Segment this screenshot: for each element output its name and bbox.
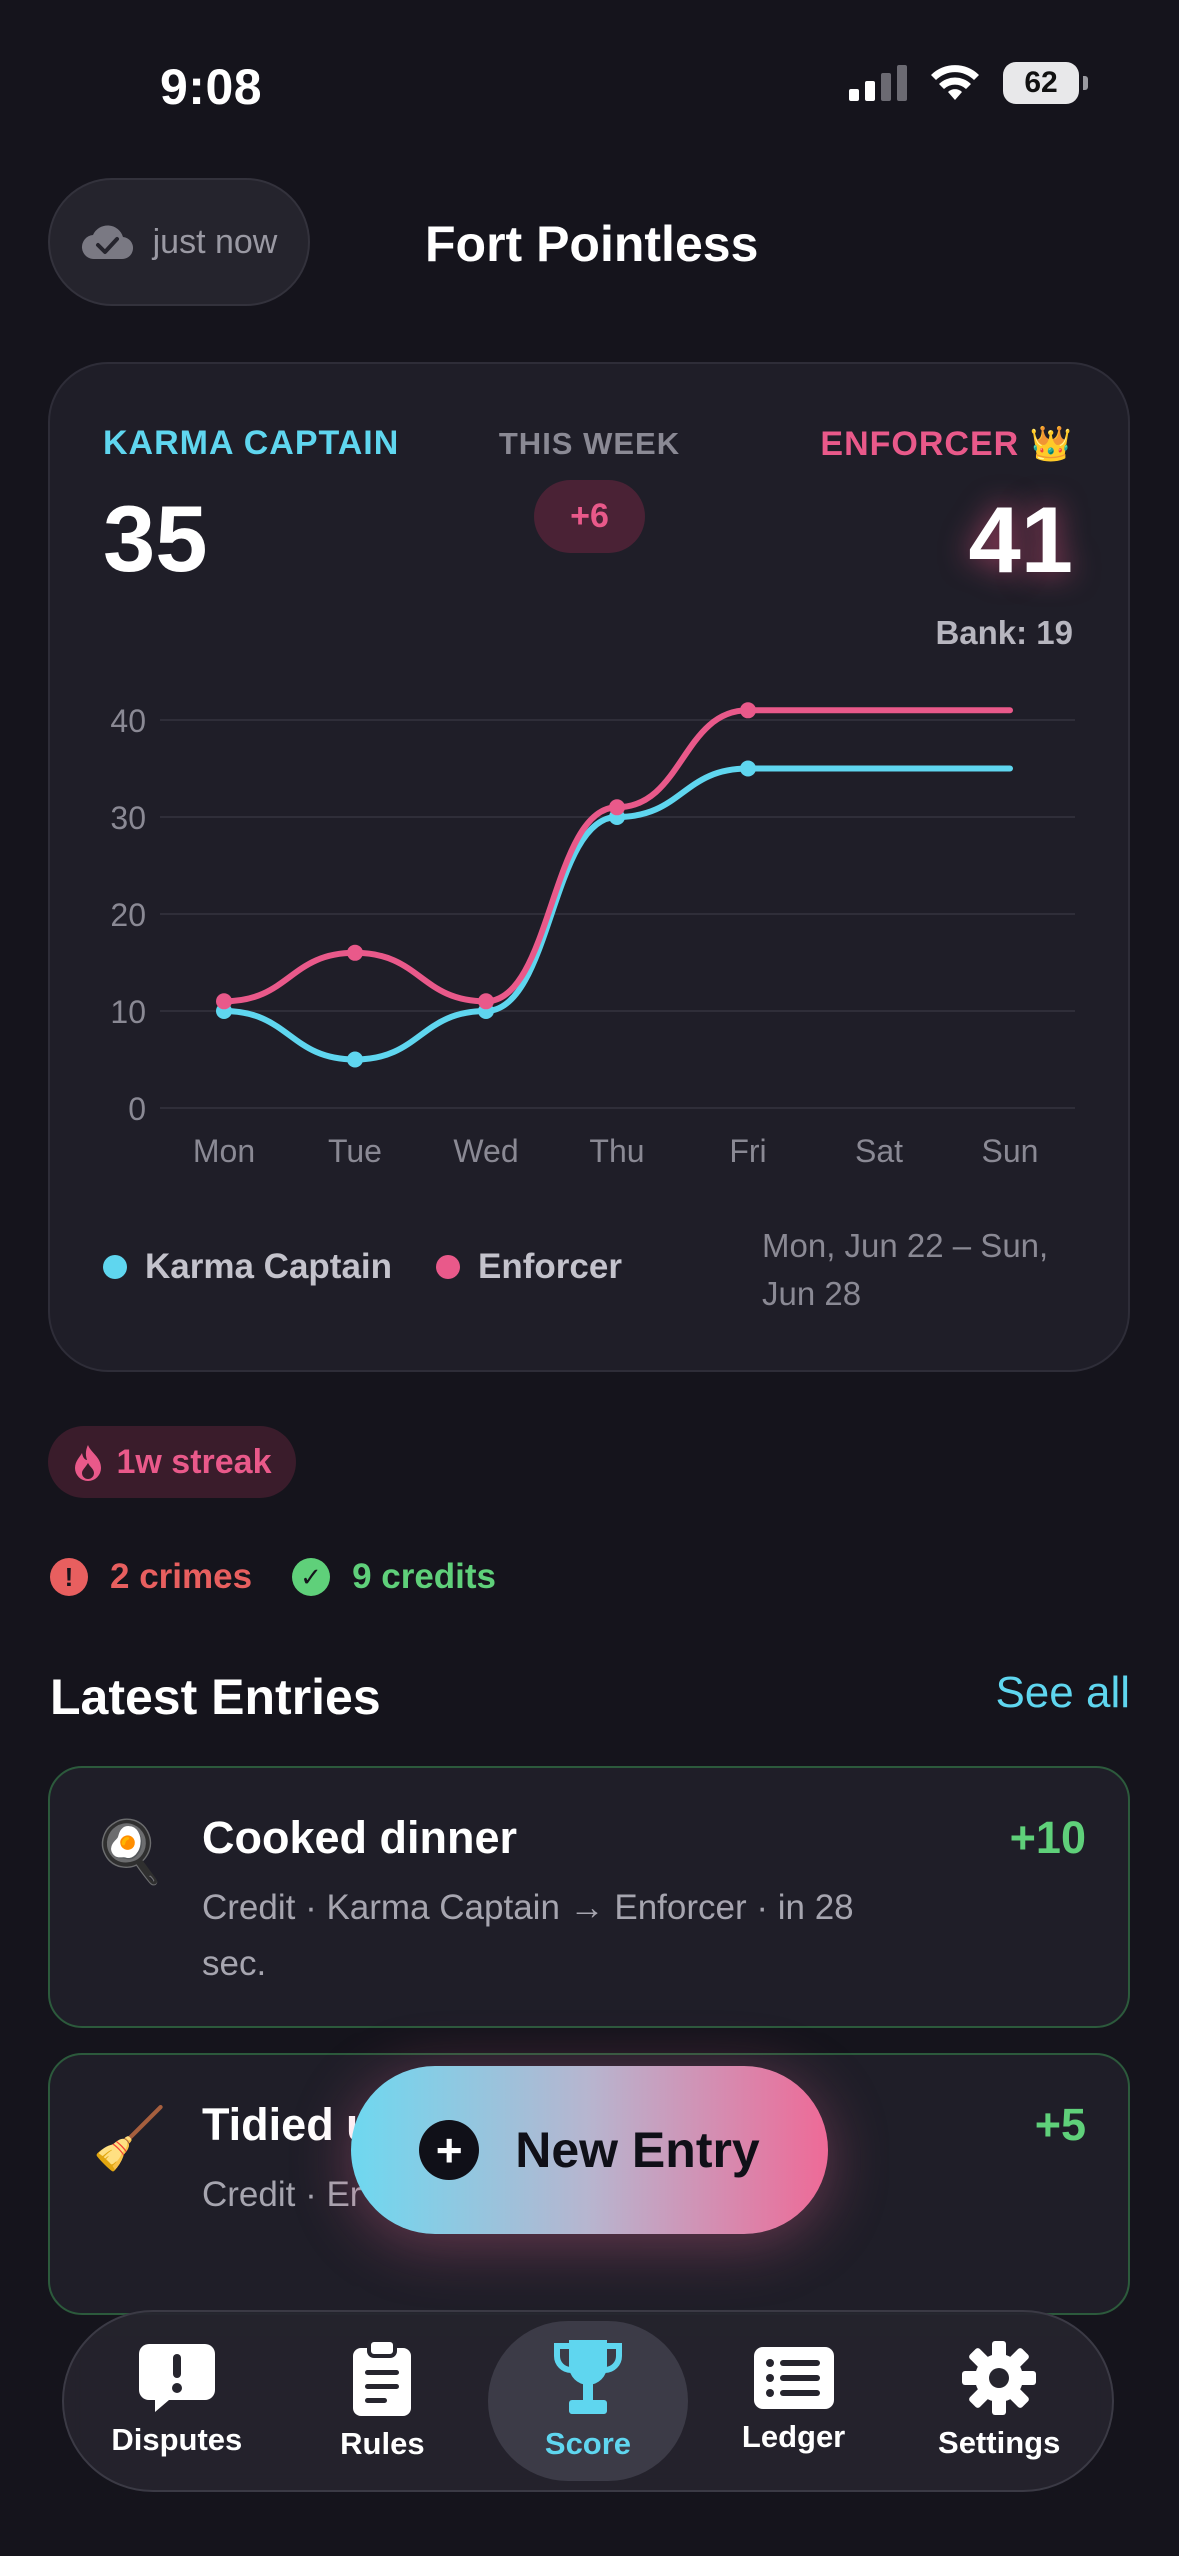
tab-score[interactable]: Score [487, 2321, 688, 2481]
trophy-icon [553, 2340, 622, 2414]
y-tick-label: 30 [110, 800, 146, 836]
left-player-score: 35 [103, 486, 208, 591]
entry-card[interactable]: 🍳 Cooked dinner Credit · Karma Captain →… [48, 1766, 1130, 2028]
tab-label: Disputes [111, 2422, 243, 2457]
right-player-name: ENFORCER [820, 425, 1020, 463]
legend-item-karma-captain: Karma Captain [103, 1247, 392, 1287]
tab-label: Rules [340, 2426, 425, 2461]
battery-indicator: 62 [1003, 62, 1088, 104]
x-tick-label: Fri [729, 1133, 766, 1169]
gear-icon [962, 2341, 1037, 2415]
see-all-link[interactable]: See all [995, 1668, 1130, 1717]
legend-label: Enforcer [478, 1247, 622, 1286]
new-entry-button[interactable]: + New Entry [351, 2066, 828, 2234]
x-tick-label: Sat [855, 1133, 903, 1169]
data-point [740, 760, 756, 777]
left-player-name: KARMA CAPTAIN [103, 424, 400, 462]
right-player-name-row: ENFORCER 👑 [820, 424, 1073, 464]
entry-points: +5 [1034, 2099, 1086, 2150]
y-tick-label: 20 [110, 897, 146, 933]
tab-disputes[interactable]: Disputes [77, 2321, 277, 2481]
crimes-count: 2 crimes [110, 1557, 253, 1596]
status-icons: 62 [849, 62, 1088, 104]
crown-icon: 👑 [1029, 425, 1073, 463]
x-tick-label: Wed [453, 1133, 518, 1169]
tab-ledger[interactable]: Ledger [694, 2321, 894, 2481]
cloud-check-icon [81, 225, 133, 260]
entry-title: Tidied u [202, 2099, 374, 2150]
crimes-stat[interactable]: ! 2 crimes [50, 1557, 252, 1597]
status-time: 9:08 [160, 59, 263, 115]
alert-icon: ! [50, 1558, 88, 1596]
sync-status-pill[interactable]: just now [48, 178, 310, 306]
tab-bar: Disputes Rules Score [62, 2310, 1114, 2492]
data-point [478, 993, 494, 1010]
week-delta-badge: +6 [534, 480, 645, 553]
new-entry-label: New Entry [515, 2122, 760, 2178]
sync-label: just now [152, 222, 278, 261]
plus-icon: + [419, 2120, 480, 2180]
latest-entries-heading: Latest Entries [50, 1669, 381, 1725]
tab-label: Settings [938, 2425, 1061, 2460]
chart-date-range: Mon, Jun 22 – Sun, Jun 28 [762, 1227, 1049, 1312]
tab-label: Score [544, 2426, 632, 2461]
signal-icon [849, 65, 907, 101]
right-player-score: 41 [968, 487, 1073, 592]
data-point [347, 944, 363, 961]
right-player: ENFORCER 👑 41 [820, 424, 1073, 594]
y-tick-label: 0 [128, 1091, 146, 1127]
list-icon [753, 2347, 834, 2409]
chart-legend: Karma Captain Enforcer [103, 1247, 622, 1287]
data-point [609, 799, 625, 816]
x-tick-label: Mon [193, 1133, 255, 1169]
data-point [740, 702, 756, 719]
tab-label: Ledger [741, 2419, 846, 2454]
entry-points: +10 [1009, 1812, 1086, 1863]
legend-dot-cyan [103, 1255, 127, 1279]
tab-settings[interactable]: Settings [899, 2321, 1099, 2481]
entry-subtitle: Credit · Karma Captain → Enforcer · in 2… [202, 1888, 854, 1983]
y-tick-label: 10 [110, 994, 146, 1030]
weekly-score-chart: 0 10 20 30 40 Mon Tue Wed Thu Fri Sat Sun [110, 702, 1075, 1169]
data-point [347, 1051, 363, 1068]
credits-count: 9 credits [352, 1557, 497, 1596]
series-line-enforcer [221, 707, 1013, 1005]
streak-label: 1w streak [116, 1442, 272, 1481]
legend-dot-pink [436, 1255, 461, 1279]
entry-title: Cooked dinner [202, 1812, 518, 1863]
flame-icon [74, 1445, 101, 1481]
bank-balance: Bank: 19 [935, 614, 1073, 651]
clipboard-icon [353, 2340, 412, 2416]
legend-label: Karma Captain [145, 1247, 393, 1286]
tab-rules[interactable]: Rules [282, 2321, 482, 2481]
x-tick-label: Tue [328, 1133, 382, 1169]
data-point [216, 993, 232, 1010]
credits-stat[interactable]: ✓ 9 credits [292, 1557, 496, 1597]
page-title: Fort Pointless [425, 216, 759, 272]
streak-badge: 1w streak [48, 1426, 296, 1498]
x-tick-label: Sun [982, 1133, 1039, 1169]
check-circle-icon: ✓ [292, 1558, 331, 1596]
legend-item-enforcer: Enforcer [436, 1247, 622, 1287]
battery-level: 62 [1024, 66, 1058, 99]
exclamation-bubble-icon [138, 2344, 215, 2412]
cooking-icon: 🍳 [92, 1818, 167, 1885]
stats-row: ! 2 crimes ✓ 9 credits [50, 1557, 536, 1597]
x-tick-label: Thu [589, 1133, 644, 1169]
y-tick-label: 40 [110, 703, 146, 739]
left-player: KARMA CAPTAIN 35 [103, 424, 399, 593]
broom-icon: 🧹 [92, 2105, 167, 2172]
wifi-icon [931, 65, 979, 100]
week-label: THIS WEEK [498, 426, 681, 461]
